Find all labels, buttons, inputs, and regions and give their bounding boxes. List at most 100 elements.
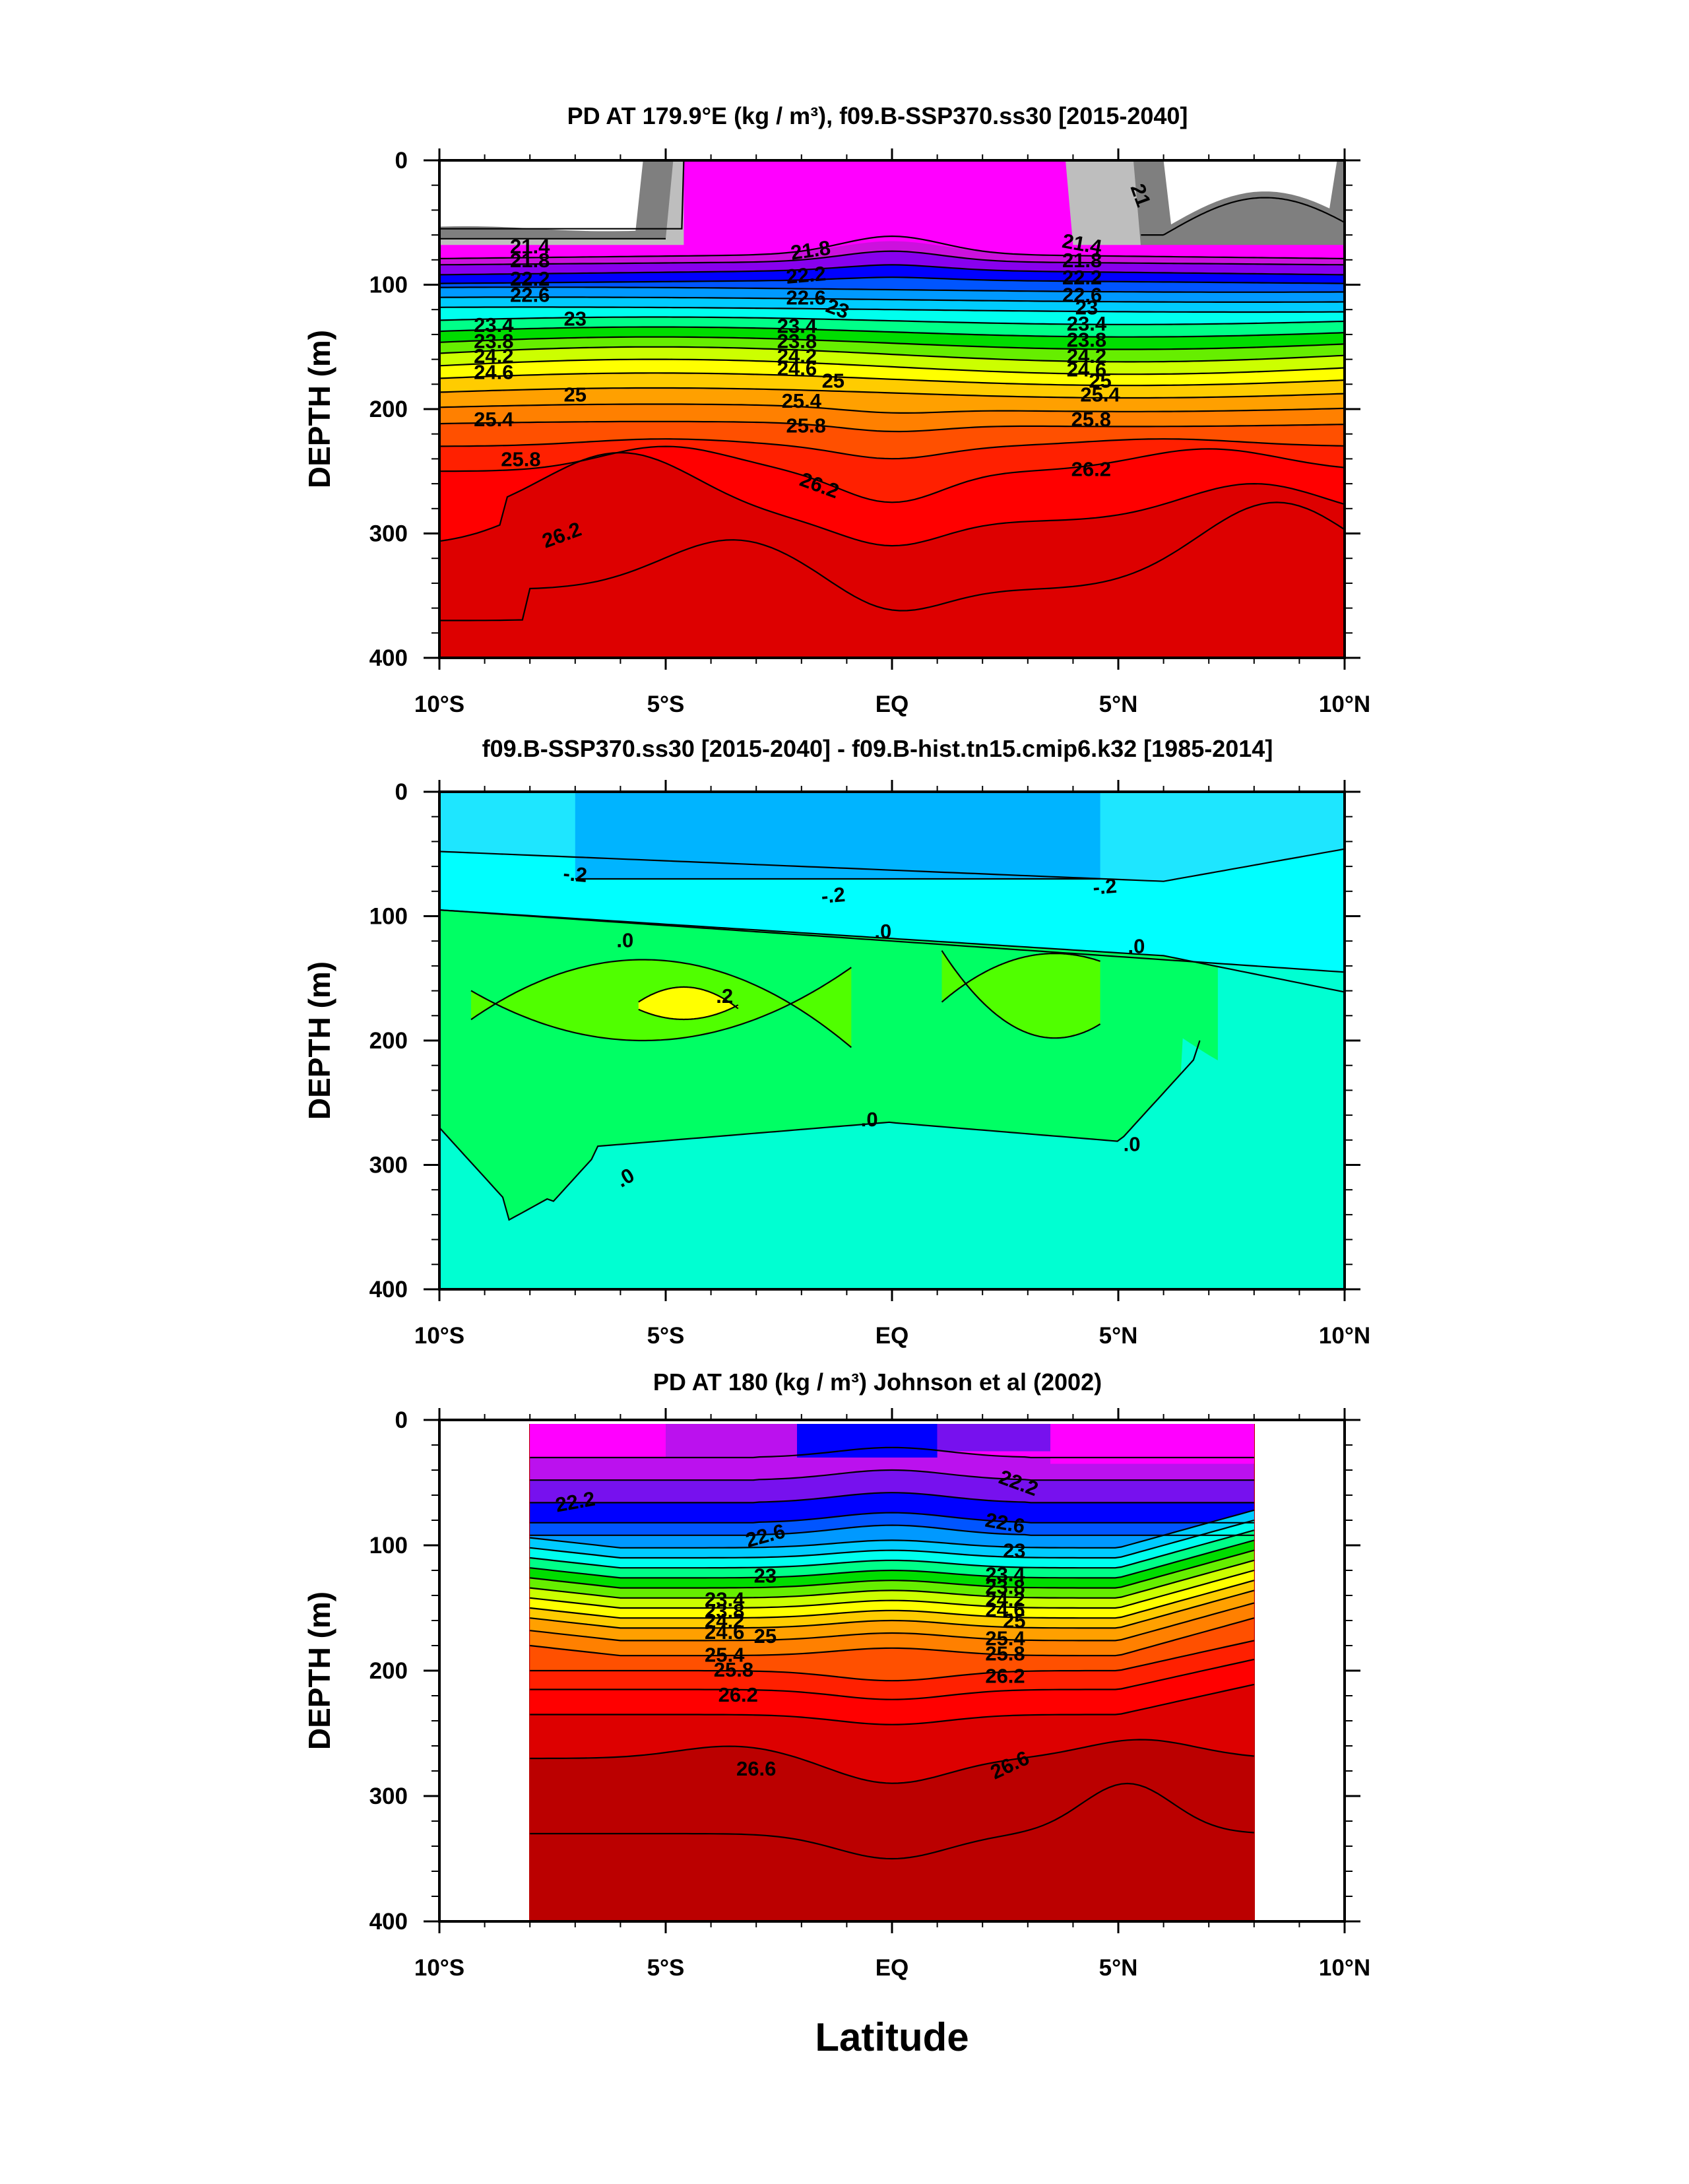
contour-line <box>439 296 1345 303</box>
density-band <box>638 986 738 1019</box>
density-band <box>439 307 1345 325</box>
contour-lines <box>530 1446 1255 1860</box>
density-band <box>796 1424 938 1458</box>
contour-lines <box>439 848 1345 1221</box>
axes: 10°S 5°S EQ 5°N 10°N 0 100 200 300 400 <box>369 148 1371 717</box>
x-tick-label: 5°N <box>1099 1955 1138 1981</box>
contour-labels: -.2-.2 -.2.0.0.0.2.0.0.0 <box>562 862 1145 1192</box>
density-band <box>439 502 1345 658</box>
density-band <box>530 1659 1254 1725</box>
density-band <box>684 160 1023 254</box>
density-band <box>941 950 1100 1039</box>
contour-line <box>439 326 1345 338</box>
contour-line <box>530 1580 1255 1619</box>
contour-line <box>439 346 1345 363</box>
contour-label: 25.8 <box>714 1658 753 1681</box>
contour-line <box>530 1549 1255 1589</box>
y-axis-label: DEPTH (m) <box>302 1591 336 1750</box>
y-tick-label: 400 <box>369 1909 408 1935</box>
density-band <box>530 1550 1254 1598</box>
contour-label: -.2 <box>820 883 846 908</box>
contour-label: 22.6 <box>786 286 825 309</box>
contour-label: 24.2 <box>985 1588 1025 1611</box>
contour-fill <box>439 792 1345 1289</box>
contour-label: .2 <box>716 984 733 1008</box>
y-tick-label: 0 <box>395 779 408 805</box>
x-tick-label: EQ <box>876 1323 909 1349</box>
contour-label: 25.8 <box>501 447 540 470</box>
contour-line <box>439 387 1345 399</box>
contour-label: 23.4 <box>474 313 514 337</box>
density-band <box>439 439 1345 503</box>
contour-line <box>530 1559 1255 1599</box>
contour-label: 25.8 <box>985 1642 1025 1665</box>
contour-label: 25.4 <box>782 389 822 412</box>
y-tick-label: 400 <box>369 1277 408 1302</box>
contour-lines <box>439 160 1345 622</box>
y-tick-label: 300 <box>369 1153 408 1178</box>
contour-line <box>439 235 1345 259</box>
x-tick-label: 10°N <box>1319 1323 1370 1349</box>
contour-label: 22.2 <box>510 267 550 290</box>
contour-label: 22.2 <box>785 262 827 288</box>
contour-label: -.2 <box>562 862 588 887</box>
density-band <box>439 277 1345 292</box>
contour-label: .0 <box>1124 1132 1141 1155</box>
panel-density-difference: f09.B-SSP370.ss30 [2015-2040] - f09.B-hi… <box>302 735 1370 1349</box>
contour-label: 23.4 <box>985 1563 1025 1586</box>
contour-label: 25 <box>1003 1609 1025 1632</box>
density-band <box>530 1739 1254 1859</box>
y-tick-label: 200 <box>369 1658 408 1684</box>
contour-label: 25.4 <box>474 408 514 431</box>
contour-label: 23 <box>1075 296 1098 319</box>
contour-line <box>439 286 1345 293</box>
contour-line <box>1141 197 1345 236</box>
x-tick-label: 5°S <box>647 1323 685 1349</box>
axes: 10°S 5°S EQ 5°N 10°N 0 100 200 300 400 <box>369 779 1371 1349</box>
contour-fill <box>439 160 1345 658</box>
contour-label: 23.8 <box>474 329 513 352</box>
density-band <box>439 265 1345 284</box>
density-band <box>439 421 1345 459</box>
x-tick-label: 5°N <box>1099 1323 1138 1349</box>
density-band <box>1154 955 1218 1060</box>
contour-label: .0 <box>861 1108 878 1131</box>
density-band <box>439 388 1345 413</box>
contour-label: 25 <box>1089 369 1111 393</box>
contour-line <box>439 438 1345 460</box>
contour-line <box>439 451 1345 547</box>
density-band <box>530 1447 1254 1481</box>
x-tick-label: 10°N <box>1319 1955 1370 1981</box>
contour-label: 25 <box>822 369 844 393</box>
y-tick-label: 100 <box>369 1533 408 1558</box>
contour-label: 21.4 <box>510 235 550 258</box>
contour-line <box>439 264 1345 276</box>
contour-line <box>530 1492 1254 1504</box>
contour-line <box>530 1446 1254 1459</box>
contour-label: 25.4 <box>1080 383 1120 406</box>
contour-line <box>439 306 1345 313</box>
density-band <box>530 1684 1254 1783</box>
contour-line <box>439 372 1345 387</box>
density-band <box>439 317 1345 337</box>
contour-line <box>530 1469 1254 1481</box>
y-tick-label: 300 <box>369 521 408 547</box>
contour-label: .0 <box>1128 935 1145 958</box>
contour-label: 21.8 <box>1062 249 1102 272</box>
x-tick-label: 5°S <box>647 1955 685 1981</box>
y-axis-label: DEPTH (m) <box>302 961 336 1120</box>
contour-label: 24.6 <box>474 360 513 383</box>
density-band <box>439 404 1345 432</box>
contour-line <box>530 1512 1254 1524</box>
contour-line <box>638 986 739 1010</box>
y-axis-label: DEPTH (m) <box>302 330 336 488</box>
density-band <box>439 251 1345 275</box>
density-band <box>530 1603 1254 1656</box>
contour-label: 26.6 <box>736 1757 776 1780</box>
y-tick-label: 200 <box>369 1028 408 1054</box>
density-band <box>937 1424 1051 1452</box>
density-band <box>530 1618 1254 1681</box>
contour-label: 24.6 <box>1067 358 1106 381</box>
